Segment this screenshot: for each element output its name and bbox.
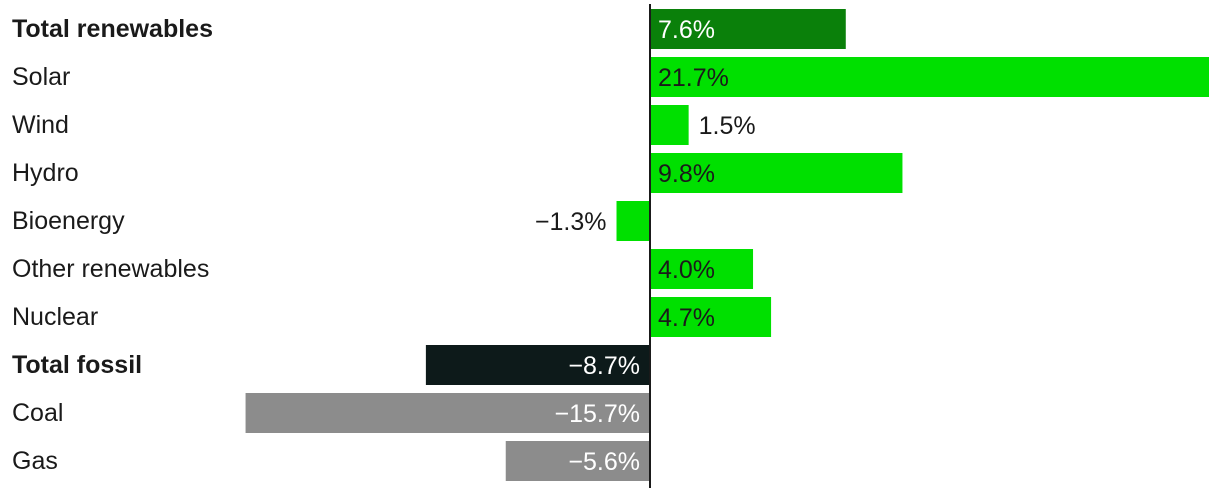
category-label-wind: Wind bbox=[12, 111, 69, 139]
category-label-gas: Gas bbox=[12, 447, 58, 475]
value-label-wind: 1.5% bbox=[699, 112, 756, 140]
bar-nuclear bbox=[650, 297, 772, 337]
value-label-gas: −5.6% bbox=[568, 448, 640, 476]
value-label-total-renewables: 7.6% bbox=[658, 16, 715, 44]
category-labels: Total renewables Solar Wind Hydro Bioenergy O… bbox=[12, 15, 213, 475]
value-label-nuclear: 4.7% bbox=[658, 304, 715, 332]
bar-coal bbox=[245, 393, 651, 433]
category-label-coal: Coal bbox=[12, 399, 63, 427]
category-label-total-renewables: Total renewables bbox=[12, 15, 213, 43]
value-label-solar: 21.7% bbox=[658, 64, 729, 92]
category-label-hydro: Hydro bbox=[12, 159, 79, 187]
value-label-bioenergy: −1.3% bbox=[535, 208, 607, 236]
value-labels: 7.6% 21.7% 1.5% 9.8% −1.3% 4.0% 4.7% −8.7% −15.7… bbox=[535, 16, 756, 476]
category-label-nuclear: Nuclear bbox=[12, 303, 98, 331]
bar-total-fossil bbox=[425, 345, 650, 385]
bar-total-renewables bbox=[650, 9, 846, 49]
bar-bioenergy bbox=[616, 201, 650, 241]
bar-other-renewables bbox=[650, 249, 754, 289]
category-label-total-fossil: Total fossil bbox=[12, 351, 142, 379]
bars bbox=[245, 9, 1209, 481]
bar-gas bbox=[505, 441, 650, 481]
category-label-solar: Solar bbox=[12, 63, 70, 91]
category-label-bioenergy: Bioenergy bbox=[12, 207, 125, 235]
value-label-other-renewables: 4.0% bbox=[658, 256, 715, 284]
bar-hydro bbox=[650, 153, 903, 193]
bar-wind bbox=[650, 105, 689, 145]
value-label-total-fossil: −8.7% bbox=[568, 352, 640, 380]
value-label-coal: −15.7% bbox=[555, 400, 641, 428]
bar-solar bbox=[650, 57, 1209, 97]
value-label-hydro: 9.8% bbox=[658, 160, 715, 188]
category-label-other-renewables: Other renewables bbox=[12, 255, 209, 283]
